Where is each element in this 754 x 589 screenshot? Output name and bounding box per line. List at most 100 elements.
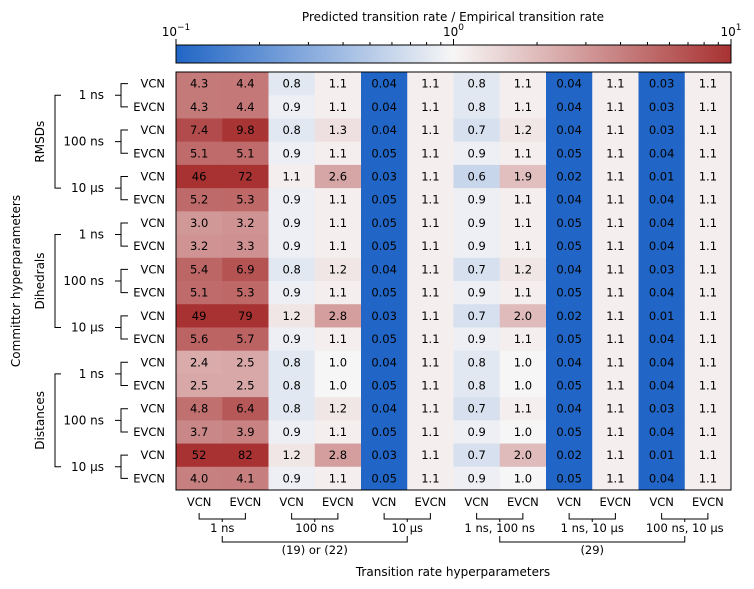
heatmap-cell [592, 257, 639, 282]
heatmap-cell [222, 211, 269, 235]
row-group-bracket [54, 94, 61, 189]
cell-value-label: 1.1 [606, 379, 624, 393]
column-supergroup-label: (19) or (22) [282, 543, 348, 557]
cell-value-label: 1.2 [514, 123, 532, 137]
row-label: EVCN [133, 425, 165, 439]
cell-value-label: 1.1 [606, 146, 624, 160]
heatmap-cell [453, 327, 501, 352]
cell-value-label: 0.05 [371, 379, 397, 393]
heatmap-cell [592, 211, 639, 235]
heatmap-cell [222, 304, 269, 328]
cell-value-label: 0.8 [282, 379, 300, 393]
heatmap-cell [453, 188, 501, 212]
cell-value-label: 1.1 [606, 402, 624, 416]
cell-value-label: 0.04 [649, 146, 675, 160]
cell-value-label: 0.8 [282, 123, 300, 137]
row-label: VCN [141, 309, 166, 323]
cell-value-label: 1.1 [421, 146, 439, 160]
cell-value-label: 1.1 [699, 425, 717, 439]
heatmap-cell [314, 188, 362, 212]
colorbar-gradient [175, 44, 732, 64]
heatmap-cell [546, 164, 593, 189]
heatmap-cell [314, 327, 362, 352]
heatmap-cell [222, 420, 269, 444]
column-group-bracket [568, 513, 616, 522]
cell-value-label: 0.01 [649, 448, 675, 462]
heatmap-cell [268, 95, 316, 119]
cell-value-label: 0.9 [467, 425, 485, 439]
heatmap-cell [499, 373, 547, 398]
heatmap-cell [407, 257, 454, 282]
cell-value-label: 5.2 [190, 193, 208, 207]
heatmap-cell [638, 234, 686, 259]
heatmap-cell [684, 420, 732, 444]
heatmap-cell [176, 304, 223, 328]
heatmap-cell [499, 95, 547, 119]
cell-value-label: 2.5 [190, 379, 208, 393]
cell-value-label: 0.03 [649, 123, 675, 137]
cell-value-label: 0.9 [282, 425, 300, 439]
heatmap-cell [684, 188, 732, 212]
heatmap-cell [453, 373, 501, 398]
heatmap-cell [268, 234, 316, 259]
cell-value-label: 1.1 [421, 193, 439, 207]
cell-value-label: 1.0 [514, 379, 532, 393]
column-supergroup-label: (29) [580, 543, 604, 557]
heatmap-cell [638, 443, 686, 468]
column-group-bracket [661, 513, 709, 522]
heatmap-cell [407, 211, 454, 235]
heatmap-cell [592, 234, 639, 259]
cell-value-label: 5.1 [190, 286, 208, 300]
heatmap-cell [499, 211, 547, 235]
cell-value-label: 0.04 [556, 77, 582, 91]
column-supergroup-bracket [499, 536, 686, 543]
colorbar-tick-label: 10−1 [162, 23, 191, 39]
cell-value-label: 1.1 [514, 146, 532, 160]
cell-value-label: 1.1 [699, 146, 717, 160]
heatmap-cell [453, 281, 501, 305]
cell-value-label: 1.2 [514, 262, 532, 276]
heatmap-cell [684, 118, 732, 143]
cell-value-label: 0.05 [371, 286, 397, 300]
cell-value-label: 1.1 [699, 170, 717, 184]
heatmap-cell [314, 118, 362, 143]
heatmap-cell [638, 420, 686, 444]
cell-value-label: 3.0 [190, 216, 208, 230]
heatmap-cell [546, 327, 593, 352]
row-label: VCN [141, 77, 166, 91]
heatmap-cell [453, 304, 501, 328]
heatmap-cell [499, 281, 547, 305]
cell-value-label: 2.6 [329, 170, 347, 184]
heatmap-cell [453, 95, 501, 119]
heatmap-cell [407, 234, 454, 259]
heatmap-cell [546, 420, 593, 444]
column-group-label: 100 ns [295, 521, 334, 535]
cell-value-label: 1.1 [514, 332, 532, 346]
heatmap-cell [453, 234, 501, 259]
heatmap-cell [222, 373, 269, 398]
cell-value-label: 0.04 [371, 77, 397, 91]
row-subgroup-label: 1 ns [79, 88, 104, 102]
cell-value-label: 1.1 [606, 100, 624, 114]
cell-value-label: 1.1 [329, 239, 347, 253]
column-label: VCN [557, 495, 582, 509]
heatmap-cell [361, 373, 408, 398]
heatmap-cell [499, 164, 547, 189]
row-label: VCN [141, 355, 166, 369]
column-group-label: 1 ns, 10 μs [561, 521, 624, 535]
cell-value-label: 0.05 [556, 379, 582, 393]
cell-value-label: 0.9 [282, 146, 300, 160]
heatmap-cell [453, 164, 501, 189]
heatmap-cell [499, 118, 547, 143]
cell-value-label: 0.9 [467, 216, 485, 230]
cell-value-label: 1.1 [329, 77, 347, 91]
heatmap-cell [222, 72, 269, 96]
cell-value-label: 0.7 [467, 402, 485, 416]
cell-value-label: 3.7 [190, 425, 208, 439]
cell-value-label: 5.3 [236, 193, 254, 207]
heatmap-cell [499, 257, 547, 282]
cell-value-label: 1.1 [699, 216, 717, 230]
row-subgroup-label: 10 μs [71, 460, 104, 474]
row-subgroup-label: 100 ns [63, 135, 104, 149]
